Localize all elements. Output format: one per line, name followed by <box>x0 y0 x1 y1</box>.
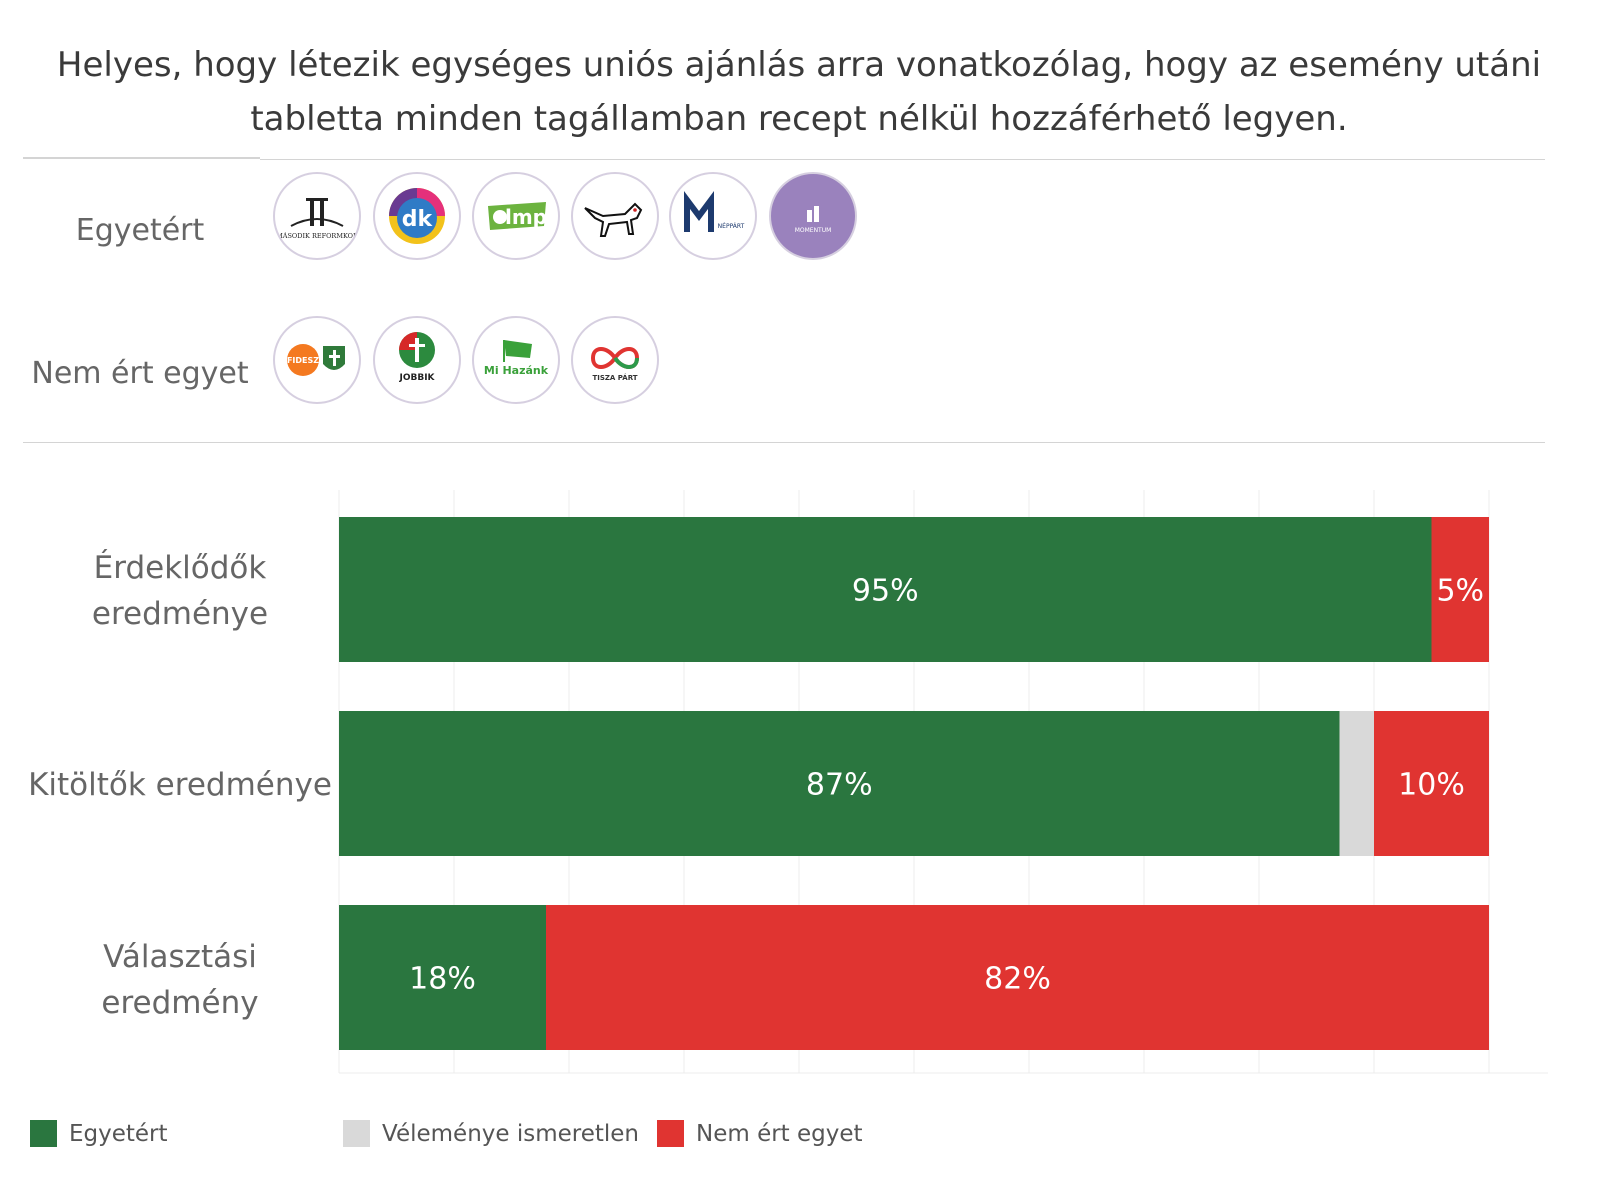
chart-title: Helyes, hogy létezik egységes uniós aján… <box>20 38 1578 146</box>
svg-text:lmp: lmp <box>505 205 547 229</box>
category-label-line: eredménye <box>91 596 269 632</box>
agree-parties-label: Egyetért <box>75 213 205 248</box>
legend-item-disagree: Nem ért egyet <box>657 1120 863 1147</box>
jobbik-logo-icon: JOBBIK <box>373 316 461 404</box>
masodik-reformkor-logo-icon: MÁSODIK REFORMKOR <box>273 172 361 260</box>
data-label: 87% <box>806 768 873 803</box>
legend-label-agree: Egyetért <box>69 1120 168 1147</box>
data-label: 95% <box>852 574 919 609</box>
bar-segment <box>339 517 1432 662</box>
lmp-logo-icon: lmp <box>472 172 560 260</box>
mmn-logo-icon: NÉPPÁRT <box>669 172 757 260</box>
data-label: 82% <box>984 962 1051 997</box>
dk-logo-icon: dk <box>373 172 461 260</box>
bar-segment <box>339 711 1340 856</box>
bar-segment <box>1374 711 1489 856</box>
category-label-line: Választási <box>103 939 257 975</box>
legend-swatch-agree <box>30 1120 57 1147</box>
legend-item-agree: Egyetért <box>30 1120 168 1147</box>
svg-text:MÁSODIK REFORMKOR: MÁSODIK REFORMKOR <box>277 231 357 240</box>
divider-top <box>260 159 1545 160</box>
data-label: 10% <box>1398 768 1465 803</box>
title-line-1: Helyes, hogy létezik egységes uniós aján… <box>56 45 1542 85</box>
svg-text:JOBBIK: JOBBIK <box>398 373 435 383</box>
category-label-line: Érdeklődők <box>93 550 267 586</box>
tisza-logo-icon: TISZA PÁRT <box>571 316 659 404</box>
fidesz-kdnp-logo-icon: FIDESZ <box>273 316 361 404</box>
svg-text:TISZA PÁRT: TISZA PÁRT <box>592 373 637 382</box>
divider-bottom <box>23 442 1545 443</box>
data-label: 5% <box>1436 574 1484 609</box>
category-label-line: Kitöltők eredménye <box>28 767 332 803</box>
bar-segment <box>1431 517 1489 662</box>
legend-swatch-unknown <box>343 1120 370 1147</box>
legend-swatch-disagree <box>657 1120 684 1147</box>
bar-segment <box>546 905 1489 1050</box>
data-label: 18% <box>409 962 476 997</box>
category-label-erdeklodok: Érdeklődők eredménye <box>25 545 335 637</box>
legend-label-unknown: Véleménye ismeretlen <box>382 1120 640 1147</box>
momentum-logo-icon: MOMENTUM <box>769 172 857 260</box>
legend-label-disagree: Nem ért egyet <box>696 1120 863 1147</box>
divider-top-short <box>23 157 260 159</box>
svg-text:NÉPPÁRT: NÉPPÁRT <box>718 222 745 230</box>
legend-item-unknown: Véleménye ismeretlen <box>343 1120 639 1147</box>
disagree-parties-label: Nem ért egyet <box>31 356 249 391</box>
category-label-kitoltok: Kitöltők eredménye <box>25 762 335 808</box>
svg-text:FIDESZ: FIDESZ <box>287 356 319 365</box>
mkkp-dog-logo-icon <box>571 172 659 260</box>
title-line-2: tabletta minden tagállamban recept nélkü… <box>250 99 1348 139</box>
bar-segment <box>339 905 546 1050</box>
mi-hazank-logo-icon: Mi Hazánk <box>472 316 560 404</box>
bar-segment <box>1339 711 1374 856</box>
svg-text:dk: dk <box>402 207 434 232</box>
svg-text:MOMENTUM: MOMENTUM <box>795 227 832 234</box>
category-label-line: eredmény <box>101 985 259 1021</box>
category-label-valasztasi: Választási eredmény <box>25 934 335 1026</box>
svg-text:Mi Hazánk: Mi Hazánk <box>484 364 549 377</box>
